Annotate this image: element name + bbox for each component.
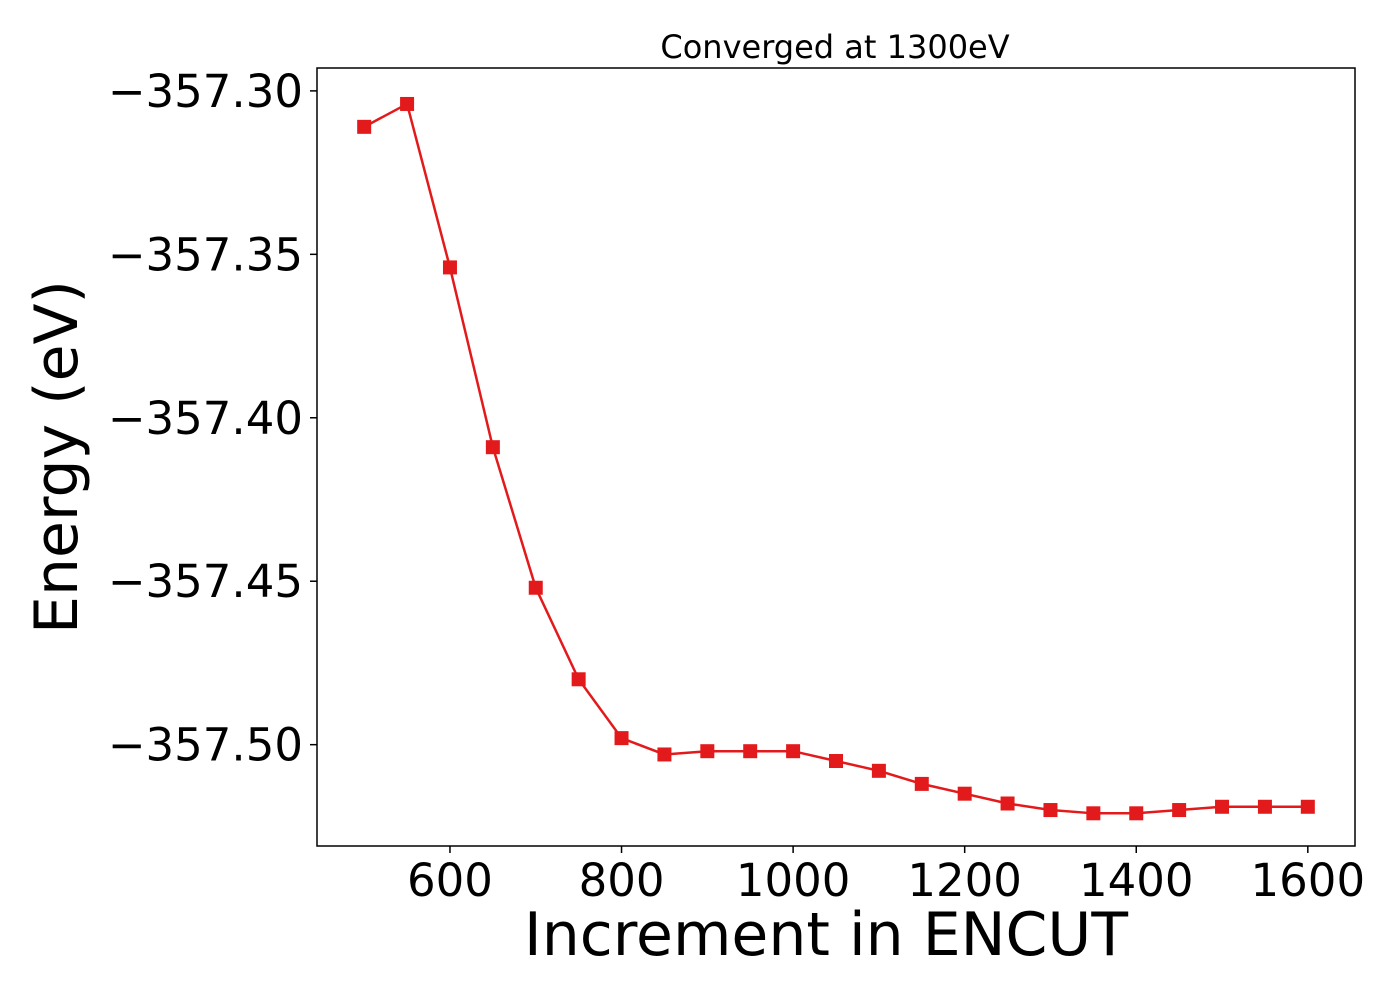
x-tick-label: 1400 [1079,854,1194,907]
x-tick-label: 800 [579,854,665,907]
y-axis-label: Energy (eV) [22,280,92,634]
x-tick-label: 1600 [1251,854,1366,907]
x-axis-label: Increment in ENCUT [524,900,1128,970]
series-markers [357,96,1315,821]
series-line [363,102,1308,815]
y-tick-label: −357.40 [108,392,303,445]
data-point-marker [957,786,972,801]
data-point-marker [1043,803,1058,818]
y-tick-label: −357.50 [108,719,303,772]
data-point-marker [1215,799,1230,814]
data-point-marker [786,744,801,759]
x-tick-label: 1200 [907,854,1022,907]
data-point-marker [528,580,543,595]
x-tick-label: 1000 [736,854,851,907]
data-point-marker [614,731,629,746]
y-tick-label: −357.45 [108,555,303,608]
data-point-marker [700,744,715,759]
x-axis-ticks: 600 800 1000 1200 1400 1600 [407,846,1365,907]
data-point-marker [400,96,415,111]
data-point-marker [743,744,758,759]
y-tick-label: −357.35 [108,228,303,281]
data-point-marker [571,672,586,687]
data-point-marker [1172,803,1187,818]
data-point-marker [829,754,843,769]
data-point-marker [1086,806,1101,821]
data-point-marker [871,763,886,778]
data-point-marker [357,119,372,134]
data-point-marker [657,747,672,762]
x-tick-label: 600 [407,854,493,907]
data-point-marker [485,440,500,455]
y-axis-ticks: −357.30 −357.35 −357.40 −357.45 −357.50 [108,65,317,772]
data-point-marker [1000,796,1015,811]
data-point-marker [1129,806,1144,821]
data-point-marker [1300,799,1315,814]
chart-title: Converged at 1300eV [660,28,1009,66]
data-point-marker [914,776,929,791]
data-point-marker [1257,799,1272,814]
data-point-marker [442,260,457,275]
plot-area-frame [316,67,1356,847]
y-tick-label: −357.30 [108,65,303,118]
